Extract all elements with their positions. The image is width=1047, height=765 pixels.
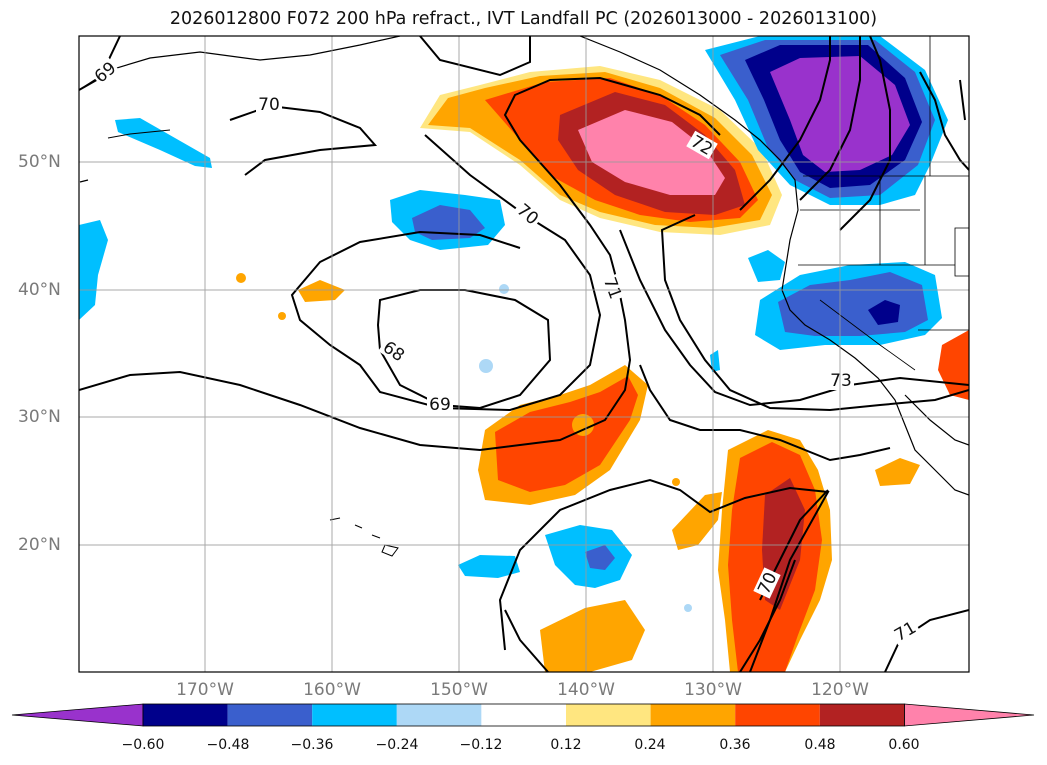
colorbar-extend-low [11,703,144,727]
colorbar-tick-label: 0.48 [804,737,836,753]
colorbar-tick-label: −0.24 [375,737,419,753]
lat-tick-label: 50°N [18,152,61,172]
contour-label: 69 [429,395,451,415]
colorbar-tick-label: −0.48 [206,737,250,753]
colorbar-extend-high [904,703,1035,727]
colorbar-tick-label: −0.36 [290,737,334,753]
lat-tick-label: 40°N [18,280,61,300]
state-borders [798,36,969,371]
colorbar-tick-label: 0.36 [719,737,751,753]
positive-anomaly-fill [236,66,969,672]
gridlines [79,36,969,672]
lon-tick-label: 140°W [557,680,615,700]
colorbar-tick-label: −0.60 [121,737,165,753]
colorbar-segment [396,704,482,726]
colorbar-segment [143,704,228,726]
map-frame [78,35,970,673]
contour-label: 70 [258,95,280,115]
map-title: 2026012800 F072 200 hPa refract., IVT La… [169,9,878,29]
colorbar-tick-label: 0.12 [550,737,582,753]
colorbar-segment [312,704,397,726]
colorbar [11,703,1035,727]
lon-tick-label: 130°W [684,680,742,700]
colorbar-outline [142,703,905,727]
colorbar-segment [566,704,651,726]
colorbar-segment [227,704,313,726]
lon-tick-label: 150°W [430,680,488,700]
map-plot-area: 69 70 72 70 71 68 69 73 70 71 [79,36,969,672]
colorbar-tick-label: 0.60 [888,737,920,753]
lat-tick-label: 30°N [18,407,61,427]
colorbar-segment [819,704,905,726]
colorbar-segment [650,704,736,726]
contour-label: 73 [830,371,852,391]
colorbar-segment [481,704,566,726]
colorbar-segment [735,704,820,726]
colorbar-tick-label: 0.24 [634,737,666,753]
lon-tick-label: 160°W [303,680,361,700]
lon-tick-label: 170°W [176,680,234,700]
contour-labels: 69 70 72 70 71 68 69 73 70 71 [89,56,921,646]
lat-tick-label: 20°N [18,535,61,555]
colorbar-tick-label: −0.12 [459,737,503,753]
lon-tick-label: 120°W [811,680,869,700]
islands [107,129,399,557]
